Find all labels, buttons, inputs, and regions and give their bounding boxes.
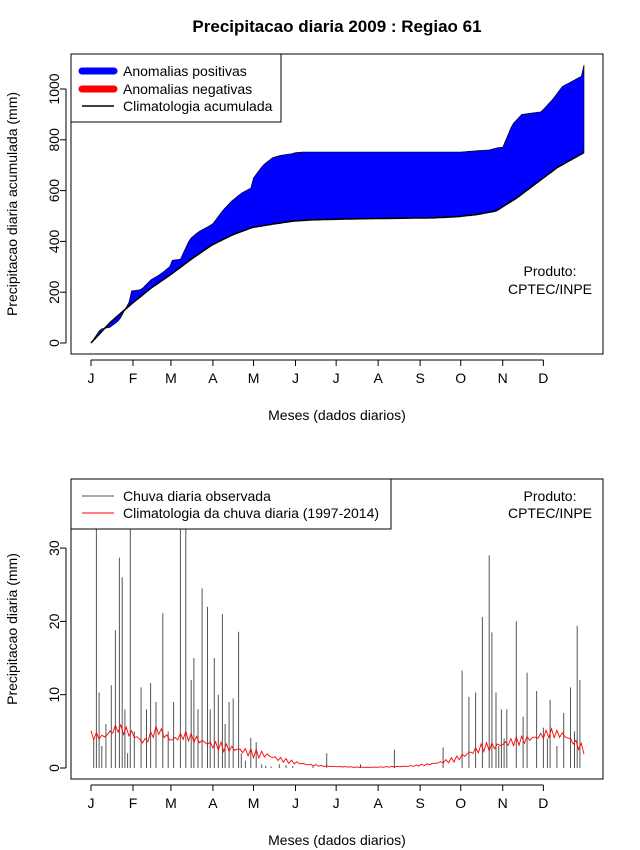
product-label-bottom: Produto: [524, 488, 577, 504]
x-tick-label: D [538, 370, 548, 386]
axis-ticks-top: 0 200 400 600 800 1000 J F M A M J J A S O N D [46, 73, 548, 386]
axis-ticks-bottom: 0 10 20 30 J F M A M J J A S O N D [46, 540, 548, 811]
cumulative-panel: 0 200 400 600 800 1000 J F M A M J J A S O N D Meses (dad… [4, 53, 604, 423]
legend-bottom: Chuva diaria observada Climatologia da c… [70, 478, 392, 530]
legend-box-bottom [70, 478, 392, 530]
y-tick-label: 0 [46, 764, 62, 772]
x-tick-label: A [373, 370, 383, 386]
x-tick-label: M [165, 795, 177, 811]
climatology-cumulative-line [90, 151, 585, 344]
x-tick-label: J [292, 370, 299, 386]
x-tick-label: J [292, 795, 299, 811]
x-tick-label: M [165, 370, 177, 386]
legend-label-daily-climatology: Climatologia da chuva diaria (1997-2014) [123, 505, 379, 521]
legend-label-observed: Chuva diaria observada [123, 488, 271, 504]
x-tick-label: O [455, 795, 466, 811]
y-axis-label-top: Precipitacao diaria acumulada (mm) [4, 92, 20, 316]
x-tick-label: J [88, 795, 95, 811]
x-tick-label: S [415, 370, 424, 386]
y-tick-label: 600 [46, 179, 62, 203]
x-tick-label: J [333, 370, 340, 386]
y-tick-label: 400 [46, 230, 62, 254]
x-tick-label: A [373, 795, 383, 811]
x-tick-label: F [129, 370, 138, 386]
legend-label-positive: Anomalias positivas [123, 63, 247, 79]
x-tick-label: A [208, 795, 218, 811]
x-tick-label: F [129, 795, 138, 811]
x-tick-label: N [498, 795, 508, 811]
product-label-top: Produto: [524, 263, 577, 279]
legend-top: Anomalias positivas Anomalias negativas … [70, 53, 282, 123]
x-tick-label: S [415, 795, 424, 811]
product-source-bottom: CPTEC/INPE [508, 505, 592, 521]
x-tick-label: A [208, 370, 218, 386]
y-tick-label: 200 [46, 280, 62, 304]
x-axis-label-top: Meses (dados diarios) [268, 407, 406, 423]
legend-label-climatology: Climatologia acumulada [123, 98, 273, 114]
y-axis-label-bottom: Precipitacao diaria (mm) [4, 553, 20, 705]
y-tick-label: 0 [46, 339, 62, 347]
anomaly-area-group [90, 64, 585, 344]
y-tick-label: 1000 [46, 73, 62, 104]
x-tick-label: D [538, 795, 548, 811]
legend-label-negative: Anomalias negativas [123, 81, 252, 97]
daily-climatology-line [90, 723, 585, 768]
y-tick-label: 30 [46, 540, 62, 556]
product-source-top: CPTEC/INPE [508, 281, 592, 297]
x-tick-label: N [498, 370, 508, 386]
plot-frame-top [70, 53, 604, 355]
chart-title: Precipitacao diaria 2009 : Regiao 61 [192, 17, 481, 36]
x-tick-label: M [248, 795, 260, 811]
x-tick-label: J [88, 370, 95, 386]
y-tick-label: 10 [46, 687, 62, 703]
x-tick-label: J [333, 795, 340, 811]
daily-bars-group [93, 526, 581, 768]
x-tick-label: M [248, 370, 260, 386]
climatology-line-group [90, 723, 585, 768]
daily-panel: 0 10 20 30 J F M A M J J A S O N D Meses (dados diarios… [4, 478, 604, 848]
y-tick-label: 800 [46, 128, 62, 152]
x-tick-label: O [455, 370, 466, 386]
y-tick-label: 20 [46, 613, 62, 629]
x-axis-label-bottom: Meses (dados diarios) [268, 832, 406, 848]
